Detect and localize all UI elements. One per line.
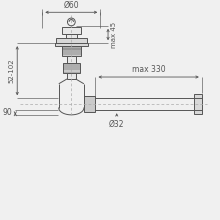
Bar bbox=[66, 33, 77, 38]
Bar bbox=[67, 73, 76, 79]
Bar bbox=[84, 96, 95, 112]
Text: Ø60: Ø60 bbox=[64, 0, 79, 9]
Text: 52-102: 52-102 bbox=[8, 59, 14, 83]
Text: max 45: max 45 bbox=[111, 21, 117, 48]
Text: Ø32: Ø32 bbox=[109, 119, 125, 128]
Bar bbox=[62, 46, 81, 56]
Bar bbox=[67, 56, 76, 64]
Bar bbox=[63, 64, 80, 73]
Text: max 330: max 330 bbox=[132, 65, 165, 74]
Bar bbox=[62, 27, 81, 33]
Text: 90: 90 bbox=[3, 108, 12, 117]
Bar bbox=[56, 38, 87, 43]
Bar bbox=[194, 94, 202, 114]
Bar bbox=[55, 43, 88, 46]
